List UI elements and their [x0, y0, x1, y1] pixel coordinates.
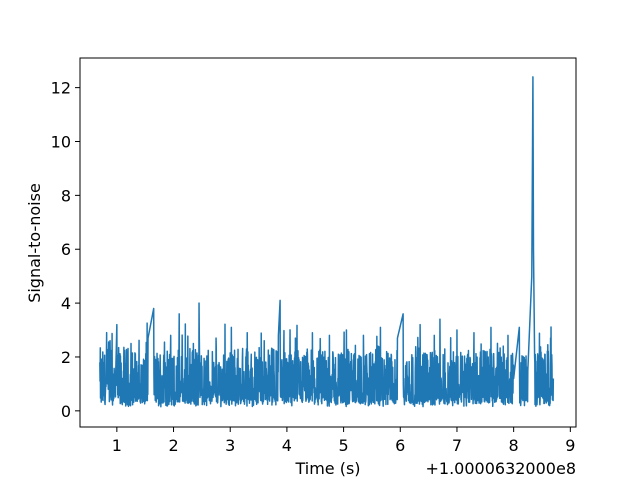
x-tick-label: 6: [395, 436, 405, 455]
x-axis: 1 2 3 4 5 6 7 8 9: [112, 427, 575, 455]
y-axis: 0 2 4 6 8 10 12: [51, 79, 80, 421]
y-tick-label: 6: [61, 240, 71, 259]
y-axis-label: Signal-to-noise: [25, 183, 44, 303]
x-tick-label: 8: [509, 436, 519, 455]
x-tick-label: 4: [282, 436, 292, 455]
y-tick-label: 12: [51, 79, 71, 98]
series-line: [99, 76, 555, 408]
y-tick-label: 4: [61, 294, 71, 313]
y-tick-label: 2: [61, 348, 71, 367]
plot-frame: [79, 57, 577, 428]
y-tick-label: 0: [61, 402, 71, 421]
x-tick-label: 2: [168, 436, 178, 455]
x-tick-label: 3: [225, 436, 235, 455]
x-axis-offset-label: +1.0000632000e8: [426, 459, 577, 478]
y-tick-label: 8: [61, 186, 71, 205]
x-axis-label: Time (s): [294, 459, 360, 478]
x-tick-label: 7: [452, 436, 462, 455]
x-tick-label: 5: [338, 436, 348, 455]
x-tick-label: 9: [565, 436, 575, 455]
x-tick-label: 1: [112, 436, 122, 455]
plot-layer: [99, 76, 555, 408]
y-tick-label: 10: [51, 132, 71, 151]
